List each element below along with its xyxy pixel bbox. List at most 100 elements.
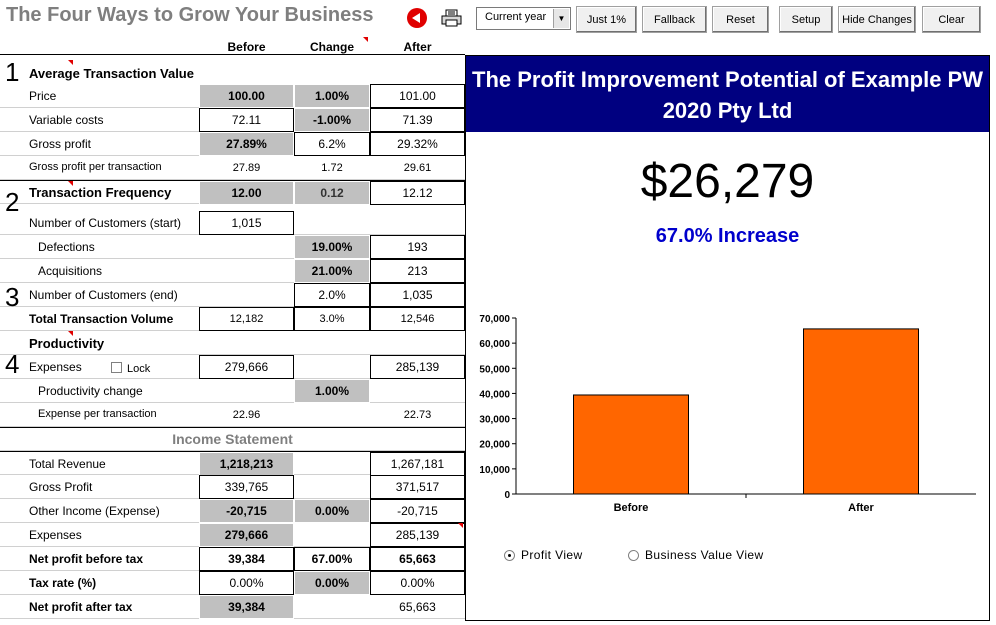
back-arrow-icon[interactable]: [407, 8, 427, 28]
income-heading-row: Income Statement: [0, 427, 465, 451]
hide-changes-button[interactable]: Hide Changes: [838, 6, 916, 33]
gross-profit-after: 371,517: [370, 475, 465, 499]
bar-before: [573, 394, 689, 495]
lock-checkbox[interactable]: [111, 362, 122, 373]
table-row: Net profit after tax 39,384 65,663: [0, 595, 465, 619]
table-row: Defections 19.00% 193: [0, 235, 465, 259]
row-label: Net profit after tax: [29, 600, 133, 614]
table-row: Expenses 279,666 285,139: [0, 523, 465, 547]
radio-unselected-icon: [628, 549, 639, 561]
expenses-before-input[interactable]: 279,666: [199, 355, 294, 379]
row-label: Productivity change: [38, 384, 143, 398]
row-label: Net profit before tax: [29, 552, 144, 566]
npat-after: 65,663: [399, 600, 436, 614]
bar-after: [803, 328, 919, 495]
row-label: Price: [29, 89, 57, 103]
npbt-before: 39,384: [199, 547, 294, 571]
other-income-before-input[interactable]: -20,715: [199, 499, 294, 523]
panel-banner: The Profit Improvement Potential of Exam…: [466, 56, 989, 132]
table-row: Expense per transaction 22.96 22.73: [0, 403, 465, 427]
fallback-button[interactable]: Fallback: [642, 6, 707, 33]
x-tick-label: After: [848, 502, 874, 514]
acquisitions-after-value: 213: [370, 259, 465, 283]
y-tick-label: 20,000: [479, 440, 510, 451]
business-value-view-radio[interactable]: Business Value View: [628, 548, 764, 562]
period-select[interactable]: Current year ▼: [476, 7, 571, 30]
clear-button[interactable]: Clear: [922, 6, 981, 33]
row-label: Number of Customers (end): [29, 288, 178, 302]
setup-button[interactable]: Setup: [779, 6, 833, 33]
row-label: Acquisitions: [38, 264, 103, 278]
section-number: 2: [5, 187, 20, 217]
profit-view-radio[interactable]: Profit View: [504, 548, 583, 562]
price-after-value: 101.00: [370, 84, 465, 108]
reset-button[interactable]: Reset: [712, 6, 769, 33]
y-tick-label: 70,000: [479, 314, 510, 325]
column-header-after: After: [403, 40, 432, 54]
price-change-input[interactable]: 1.00%: [294, 84, 370, 108]
varcost-before-value: 72.11: [199, 108, 294, 132]
just-1-percent-button[interactable]: Just 1%: [576, 6, 637, 33]
lock-label: Lock: [127, 363, 151, 375]
row-label: Number of Customers (start): [29, 216, 182, 230]
chevron-down-icon[interactable]: ▼: [553, 9, 569, 28]
ttv-after-value: 12,546: [370, 307, 465, 331]
section-number: 4: [5, 349, 20, 379]
row-label: Expenses: [29, 360, 82, 374]
row-label: Total Transaction Volume: [29, 312, 174, 326]
defections-change-input[interactable]: 19.00%: [294, 235, 370, 259]
y-tick-label: 10,000: [479, 465, 510, 476]
radio-selected-icon: [504, 549, 515, 561]
section-number: 1: [5, 57, 20, 87]
customers-end-change-value: 2.0%: [294, 283, 370, 307]
productivity-change-input[interactable]: 1.00%: [294, 379, 370, 403]
section-heading: Transaction Frequency: [29, 185, 172, 200]
row-label: Tax rate (%): [29, 576, 97, 590]
row-label: Gross profit: [29, 137, 92, 151]
comment-marker: [68, 60, 73, 65]
percent-increase: 67.0% Increase: [655, 225, 800, 247]
income-expenses-before[interactable]: 279,666: [199, 523, 294, 547]
total-revenue-after: 1,267,181: [370, 452, 465, 476]
gp-before-input[interactable]: 27.89%: [199, 132, 294, 156]
y-tick-label: 50,000: [479, 364, 510, 375]
total-revenue-before[interactable]: 1,218,213: [199, 452, 294, 476]
y-tick-label: 40,000: [479, 389, 510, 400]
gppt-before-value: 27.89: [232, 162, 261, 174]
x-tick-label: Before: [614, 502, 649, 514]
profit-chart: 0 10,000 20,000 30,000 40,000 50,000 60,000 70,…: [479, 314, 976, 514]
y-tick-label: 30,000: [479, 415, 510, 426]
column-header-before: Before: [227, 40, 266, 54]
comment-marker: [363, 37, 368, 42]
table-row: Gross Profit 339,765 371,517: [0, 475, 465, 499]
printer-icon[interactable]: [441, 9, 463, 27]
table-row: Price 100.00 1.00% 101.00: [0, 84, 465, 108]
comment-marker: [68, 181, 73, 186]
table-row: Gross profit 27.89% 6.2% 29.32%: [0, 132, 465, 156]
varcost-change-input[interactable]: -1.00%: [294, 108, 370, 132]
table-row: Variable costs 72.11 -1.00% 71.39: [0, 108, 465, 132]
profit-increase-value: $26,279: [640, 155, 815, 208]
frequency-before-input[interactable]: 12.00: [199, 181, 294, 205]
row-label: Expenses: [29, 528, 82, 542]
frequency-after-value: 12.12: [370, 181, 465, 205]
table-row: Number of Customers (start) 1,015: [0, 211, 465, 235]
income-statement-heading: Income Statement: [172, 431, 293, 447]
row-label: Other Income (Expense): [29, 504, 160, 518]
y-tick-label: 60,000: [479, 339, 510, 350]
productivity-row: Productivity: [0, 331, 465, 355]
price-before-input[interactable]: 100.00: [199, 84, 294, 108]
gppt-after-value: 29.61: [403, 162, 432, 174]
section-3-row: 3 Number of Customers (end) 2.0% 1,035: [0, 283, 465, 310]
comment-marker: [68, 331, 73, 336]
customers-start-input[interactable]: 1,015: [199, 211, 294, 235]
row-label: Variable costs: [29, 113, 104, 127]
tax-change-input[interactable]: 0.00%: [294, 571, 370, 595]
gross-profit-before: 339,765: [199, 475, 294, 499]
other-income-change-input[interactable]: 0.00%: [294, 499, 370, 523]
acquisitions-change-input[interactable]: 21.00%: [294, 259, 370, 283]
gppt-change-value: 1.72: [321, 162, 343, 174]
row-label: Gross profit per transaction: [29, 161, 162, 173]
period-select-value: Current year: [485, 11, 547, 23]
gp-after-value: 29.32%: [370, 132, 465, 156]
